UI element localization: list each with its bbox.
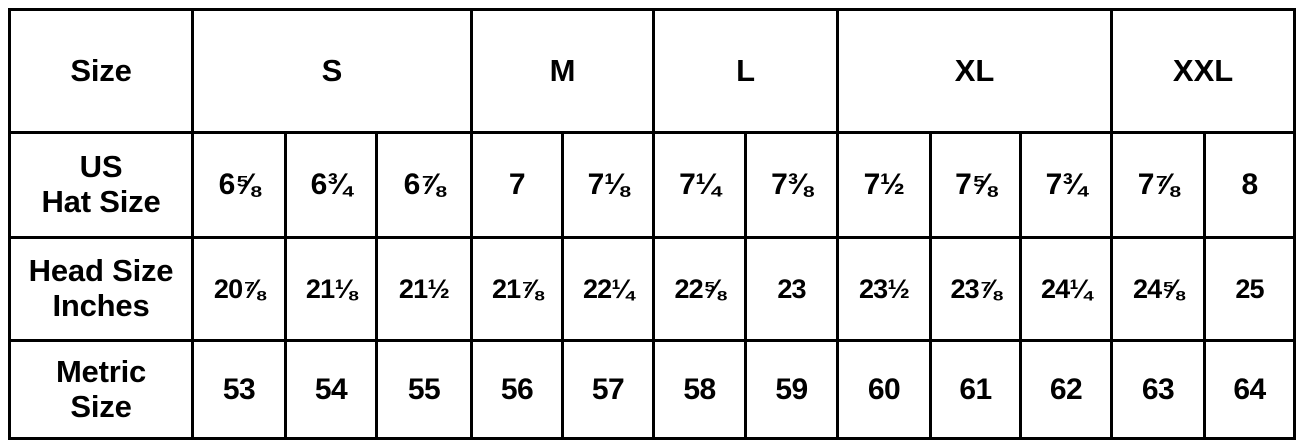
us-hat-size-cell-8: 7½ (836, 131, 933, 239)
head-size-inches-cell-6: 22⅝ (652, 236, 748, 342)
us-hat-size-cell-2: 6¾ (284, 131, 378, 239)
metric-size-cell-6: 58 (652, 339, 748, 440)
metric-size-cell-4: 56 (470, 339, 565, 440)
row-header-size: Size (8, 8, 194, 134)
head-size-inches-cell-4: 21⅞ (470, 236, 565, 342)
head-size-inches-cell-2: 21⅛ (284, 236, 378, 342)
size-group-xxl: XXL (1110, 8, 1297, 134)
metric-size-cell-9: 61 (929, 339, 1023, 440)
row-header-head-size-inches-line-2: Inches (52, 288, 150, 323)
row-header-metric-size-line-1: Metric (55, 353, 147, 389)
metric-size-cell-8: 60 (836, 339, 933, 440)
table-row-head-size-inches: Head Size Inches 20⅞ 21⅛ 21½ 21⅞ 22¼ 22⅝… (8, 236, 1297, 342)
row-header-us-hat-size: US Hat Size (8, 131, 194, 239)
row-header-metric-size-line-2: Size (70, 388, 132, 424)
size-chart-table: Size S M L XL XXL US Hat Size 6⅝ 6¾ 6⅞ 7… (8, 8, 1297, 440)
head-size-inches-cell-8: 23½ (836, 236, 933, 342)
head-size-inches-cell-11: 24⅝ (1110, 236, 1207, 342)
us-hat-size-cell-5: 7⅛ (561, 131, 656, 239)
size-group-s: S (190, 8, 474, 134)
size-group-l: L (652, 8, 840, 134)
head-size-inches-cell-9: 23⅞ (929, 236, 1023, 342)
table-row-metric-size: Metric Size 53 54 55 56 57 58 59 60 61 6… (8, 339, 1297, 440)
us-hat-size-cell-9: 7⅝ (929, 131, 1023, 239)
metric-size-cell-2: 54 (284, 339, 378, 440)
metric-size-cell-12: 64 (1203, 339, 1297, 440)
head-size-inches-cell-12: 25 (1203, 236, 1297, 342)
table-row-size-groups: Size S M L XL XXL (8, 8, 1297, 134)
us-hat-size-cell-1: 6⅝ (191, 131, 287, 239)
head-size-inches-cell-3: 21½ (374, 236, 474, 342)
us-hat-size-cell-11: 7⅞ (1110, 131, 1207, 239)
row-header-us-hat-size-line-2: Hat Size (41, 184, 161, 219)
head-size-inches-cell-5: 22¼ (561, 236, 656, 342)
metric-size-cell-1: 53 (191, 339, 287, 440)
head-size-inches-cell-1: 20⅞ (191, 236, 287, 342)
row-header-head-size-inches-line-1: Head Size (28, 253, 174, 289)
us-hat-size-cell-6: 7¼ (652, 131, 748, 239)
head-size-inches-cell-10: 24¼ (1019, 236, 1114, 342)
row-header-us-hat-size-line-1: US (79, 149, 123, 185)
us-hat-size-cell-10: 7¾ (1019, 131, 1114, 239)
us-hat-size-cell-12: 8 (1203, 131, 1297, 239)
metric-size-cell-10: 62 (1019, 339, 1114, 440)
size-group-m: M (470, 8, 656, 134)
row-header-metric-size: Metric Size (8, 339, 194, 440)
row-header-head-size-inches: Head Size Inches (8, 236, 194, 342)
us-hat-size-cell-7: 7⅜ (744, 131, 840, 239)
metric-size-cell-11: 63 (1110, 339, 1207, 440)
us-hat-size-cell-4: 7 (470, 131, 565, 239)
metric-size-cell-3: 55 (374, 339, 474, 440)
metric-size-cell-5: 57 (561, 339, 656, 440)
size-group-xl: XL (836, 8, 1114, 134)
table-row-us-hat-size: US Hat Size 6⅝ 6¾ 6⅞ 7 7⅛ 7¼ 7⅜ 7½ 7⅝ 7¾… (8, 131, 1297, 239)
metric-size-cell-7: 59 (744, 339, 840, 440)
us-hat-size-cell-3: 6⅞ (374, 131, 474, 239)
head-size-inches-cell-7: 23 (744, 236, 840, 342)
